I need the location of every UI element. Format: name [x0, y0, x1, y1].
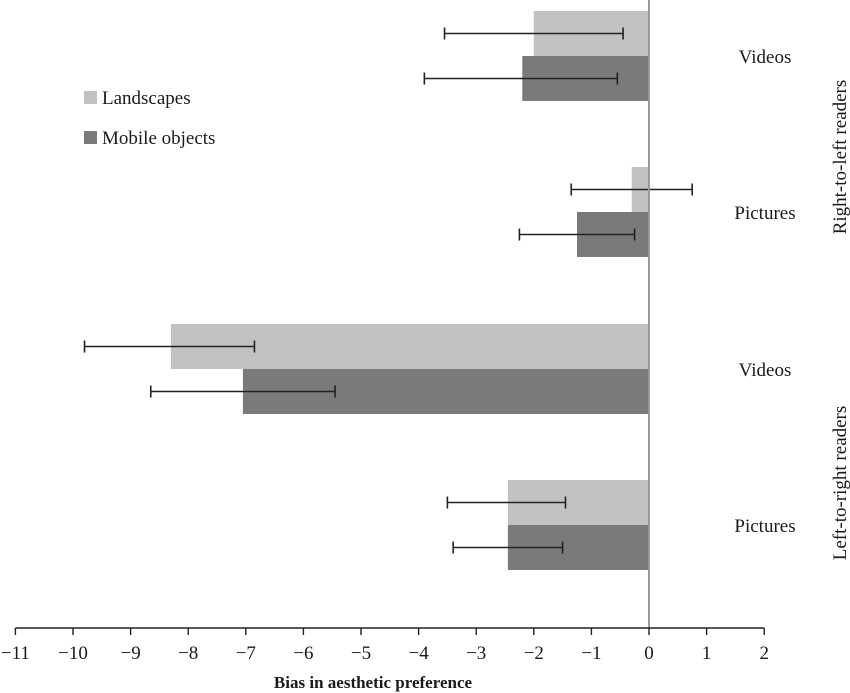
- error-bar-landscapes-2: [83, 340, 256, 353]
- x-tick-label: 2: [759, 643, 769, 664]
- error-bar-mobile-objects-1: [518, 228, 636, 241]
- error-bar-mobile-objects-3: [452, 541, 564, 554]
- error-bar-landscapes-1: [570, 183, 694, 196]
- error-bar-mobile-objects-2: [149, 385, 336, 398]
- category-label: Pictures: [734, 516, 795, 537]
- error-bar-mobile-objects-0: [423, 72, 619, 85]
- x-tick-label: −9: [120, 643, 140, 664]
- x-axis: −11 −10 −9 −8 −7 −6 −5 −4 −3 −2 −1 0 1 2: [1, 627, 769, 664]
- error-bars-layer: [83, 27, 694, 554]
- error-bar-landscapes-3: [446, 496, 567, 509]
- error-bar-landscapes-0: [443, 27, 624, 40]
- x-tick-label: −3: [466, 643, 486, 664]
- category-label: Videos: [739, 360, 792, 381]
- legend-swatch-landscapes: [84, 91, 97, 104]
- group-label-right-to-left: Right-to-left readers: [830, 80, 850, 235]
- category-label: Pictures: [734, 203, 795, 224]
- x-tick-label: −6: [293, 643, 313, 664]
- x-tick-label: −2: [524, 643, 544, 664]
- x-axis-title: Bias in aesthetic preference: [274, 673, 473, 692]
- x-tick-label: −4: [408, 643, 429, 664]
- x-tick-label: 0: [644, 643, 654, 664]
- category-labels: Videos Pictures Videos Pictures: [734, 47, 795, 537]
- x-tick-label: −10: [58, 643, 88, 664]
- x-tick-label: −1: [581, 643, 601, 664]
- x-tick-label: −8: [178, 643, 198, 664]
- x-tick-label: 1: [702, 643, 712, 664]
- legend-label-mobile-objects: Mobile objects: [102, 128, 215, 149]
- bars-layer: [170, 11, 650, 570]
- x-tick-label: −7: [236, 643, 256, 664]
- legend-swatch-mobile-objects: [84, 131, 97, 144]
- x-tick-label: −11: [1, 643, 30, 664]
- category-label: Videos: [739, 47, 792, 68]
- group-label-left-to-right: Left-to-right readers: [830, 406, 850, 561]
- x-tick-label: −5: [351, 643, 371, 664]
- legend-label-landscapes: Landscapes: [102, 88, 191, 109]
- legend: Landscapes Mobile objects: [84, 88, 215, 149]
